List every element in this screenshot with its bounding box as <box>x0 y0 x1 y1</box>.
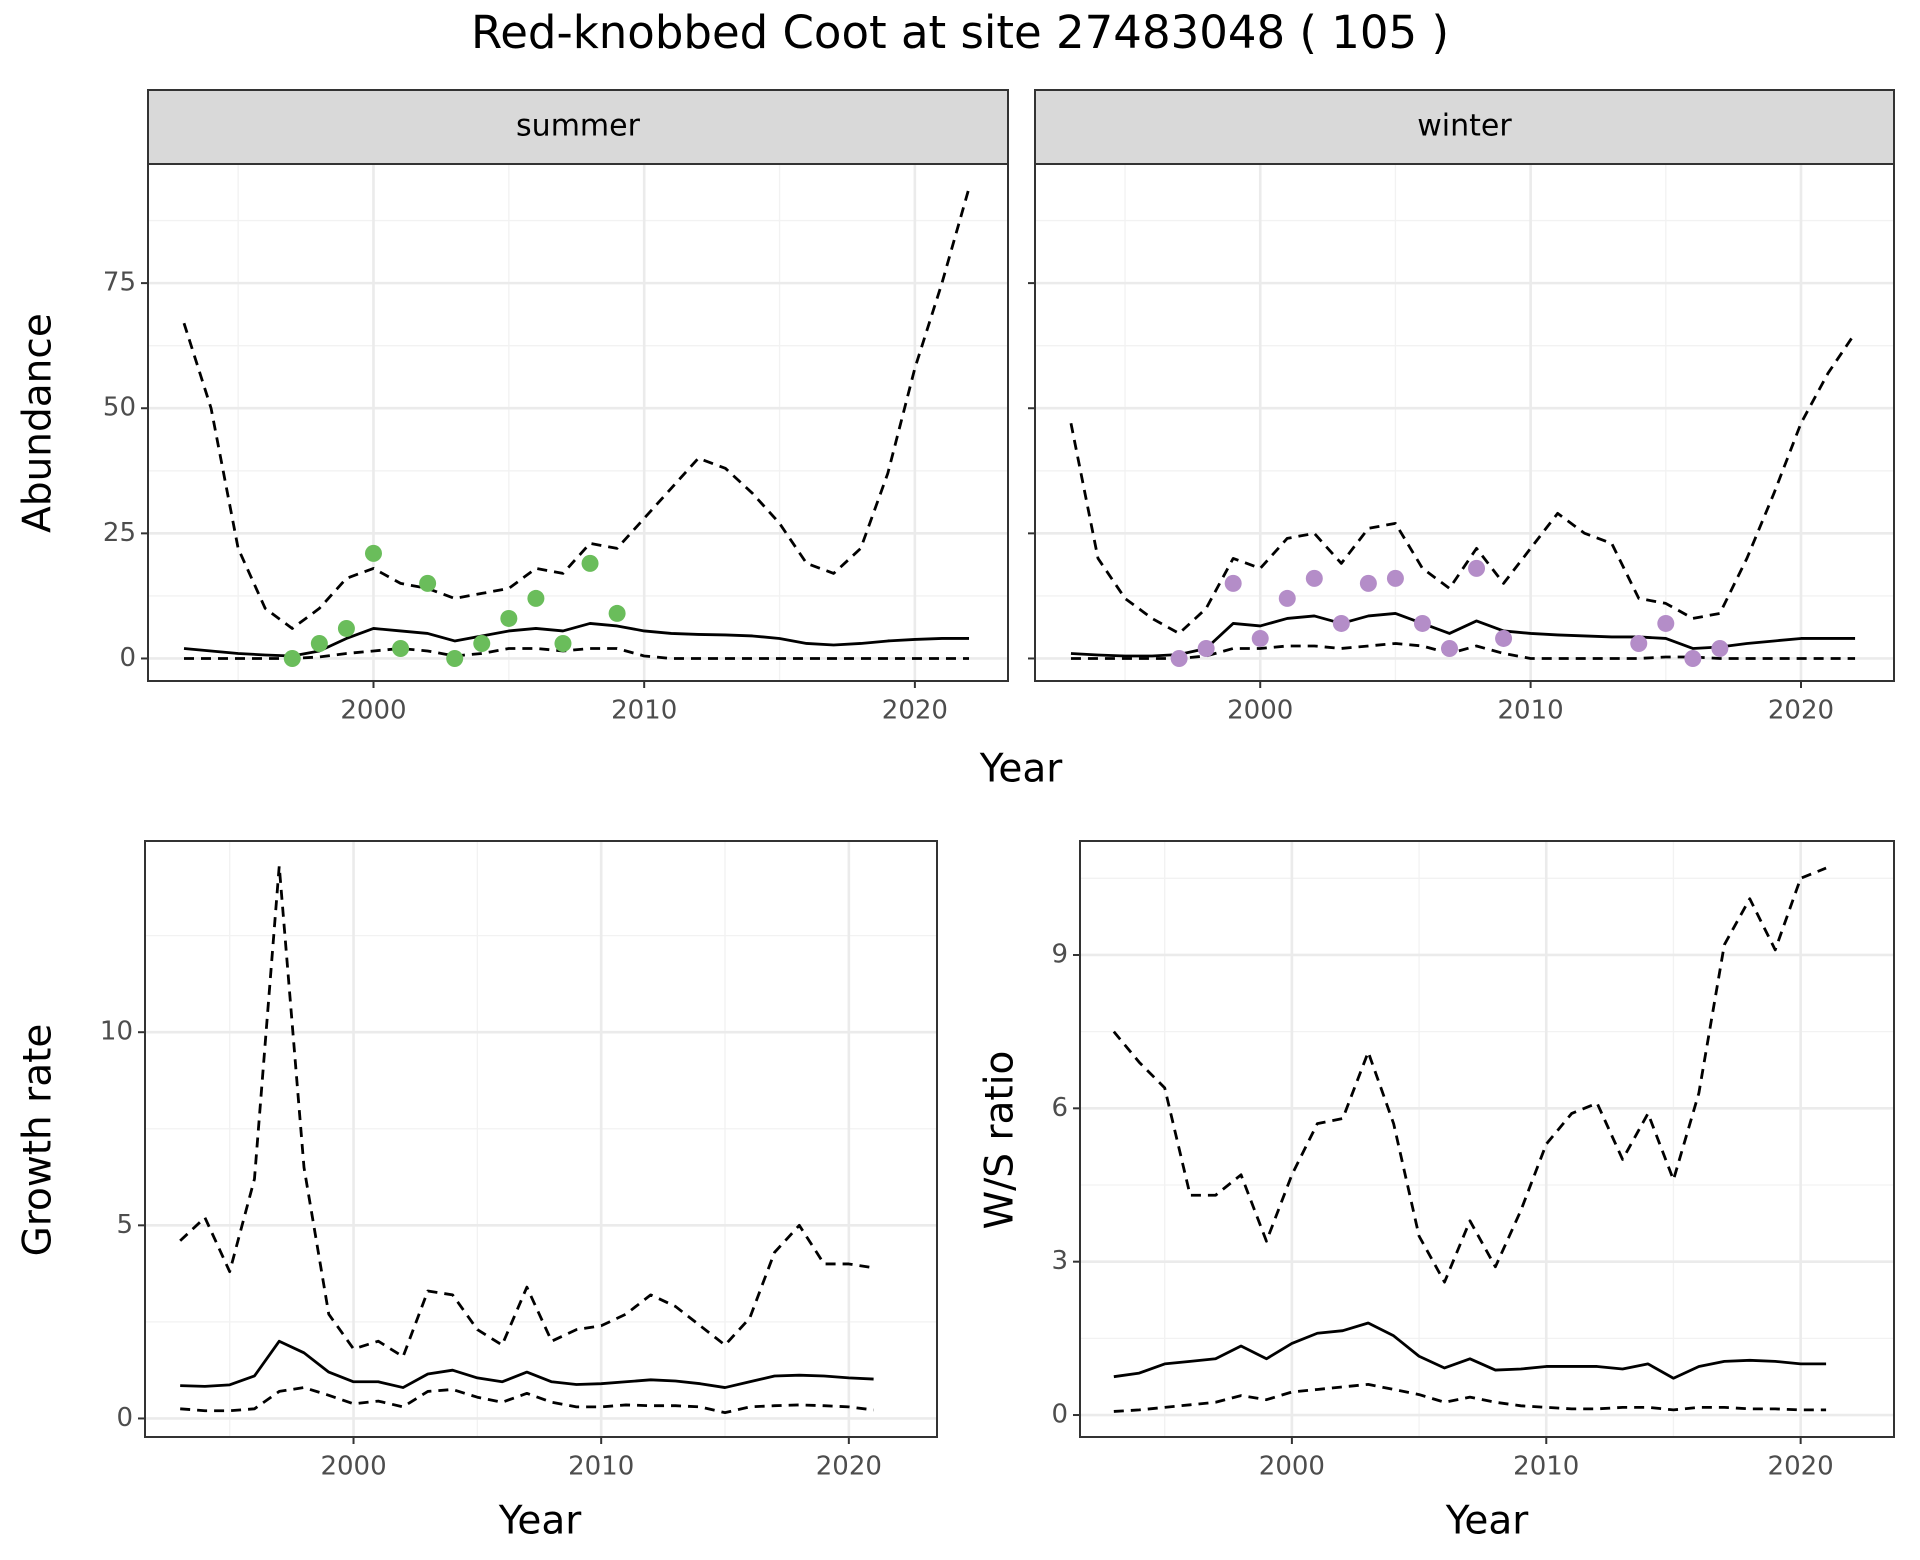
x-tick-label: 2010 <box>568 1452 634 1482</box>
data-point <box>1251 629 1269 647</box>
y-axis-label: W/S ratio <box>978 1051 1023 1230</box>
x-axis-label: Year <box>1445 1499 1530 1544</box>
data-point <box>1440 639 1458 657</box>
data-point <box>1278 589 1296 607</box>
data-point <box>608 604 626 622</box>
panel-background <box>1035 164 1894 681</box>
data-point <box>337 619 355 637</box>
strip <box>147 89 1009 165</box>
x-axis-label: Year <box>498 1499 583 1544</box>
data-point <box>310 634 328 652</box>
data-point <box>1197 639 1215 657</box>
data-point <box>446 649 464 667</box>
interval-line <box>1070 642 1856 660</box>
data-point <box>554 634 572 652</box>
y-tick-label: 9 <box>1051 939 1068 969</box>
data-point <box>1305 569 1323 587</box>
data-point <box>1359 574 1377 592</box>
y-tick-label: 6 <box>1051 1093 1068 1123</box>
data-point <box>1413 614 1431 632</box>
data-point <box>364 544 382 562</box>
x-axis-label: Year <box>979 747 1064 792</box>
y-tick-label: 50 <box>103 393 136 423</box>
x-tick-label: 2010 <box>1513 1452 1579 1482</box>
interval-line <box>1112 866 1827 1284</box>
strip-label: winter <box>1417 109 1512 144</box>
data-point <box>1630 634 1648 652</box>
y-tick-label: 0 <box>119 643 136 673</box>
x-tick-label: 2020 <box>816 1452 882 1482</box>
x-tick-label: 2000 <box>320 1452 386 1482</box>
data-point <box>527 589 545 607</box>
data-point <box>500 609 518 627</box>
data-point <box>283 649 301 667</box>
y-axis-label: Abundance <box>16 313 61 533</box>
panel-background <box>1080 841 1894 1437</box>
figure-title: Red-knobbed Coot at site 27483048 ( 105 … <box>471 6 1449 59</box>
y-tick-label: 0 <box>116 1403 133 1433</box>
panel-background <box>148 164 1008 681</box>
x-tick-label: 2020 <box>882 696 948 726</box>
data-point <box>581 554 599 572</box>
panel-border <box>1079 840 1895 1438</box>
x-tick-label: 2000 <box>1227 696 1293 726</box>
data-point <box>1468 559 1486 577</box>
y-axis-label: Growth rate <box>16 1024 61 1257</box>
x-tick-label: 2010 <box>611 696 677 726</box>
y-tick-label: 75 <box>103 268 136 298</box>
data-point <box>1332 614 1350 632</box>
data-point <box>392 639 410 657</box>
data-point <box>1657 614 1675 632</box>
interval-line <box>1069 332 1857 635</box>
x-tick-label: 2000 <box>340 696 406 726</box>
data-point <box>1711 639 1729 657</box>
x-tick-label: 2020 <box>1768 1452 1834 1482</box>
data-point <box>1170 649 1188 667</box>
data-point <box>473 634 491 652</box>
panel-border <box>144 840 938 1438</box>
data-point <box>1684 649 1702 667</box>
y-tick-label: 0 <box>1051 1400 1068 1430</box>
interval-line <box>184 647 970 660</box>
y-tick-label: 25 <box>103 518 136 548</box>
data-point <box>1224 574 1242 592</box>
x-tick-label: 2000 <box>1259 1452 1325 1482</box>
interval-line <box>180 1386 874 1415</box>
mean-line <box>180 1339 874 1389</box>
x-tick-label: 2020 <box>1768 696 1834 726</box>
y-tick-label: 5 <box>116 1210 133 1240</box>
interval-line <box>182 187 971 630</box>
panel-background <box>145 841 937 1437</box>
interval-line <box>1113 1382 1827 1413</box>
data-point <box>1495 629 1513 647</box>
data-point <box>419 574 437 592</box>
y-tick-label: 3 <box>1051 1246 1068 1276</box>
x-tick-label: 2010 <box>1498 696 1564 726</box>
mean-line <box>183 622 970 658</box>
mean-line <box>1113 1321 1827 1380</box>
data-point <box>1386 569 1404 587</box>
strip-label: summer <box>516 109 641 144</box>
interval-line <box>179 864 874 1359</box>
strip <box>1034 89 1895 165</box>
y-tick-label: 10 <box>100 1017 133 1047</box>
